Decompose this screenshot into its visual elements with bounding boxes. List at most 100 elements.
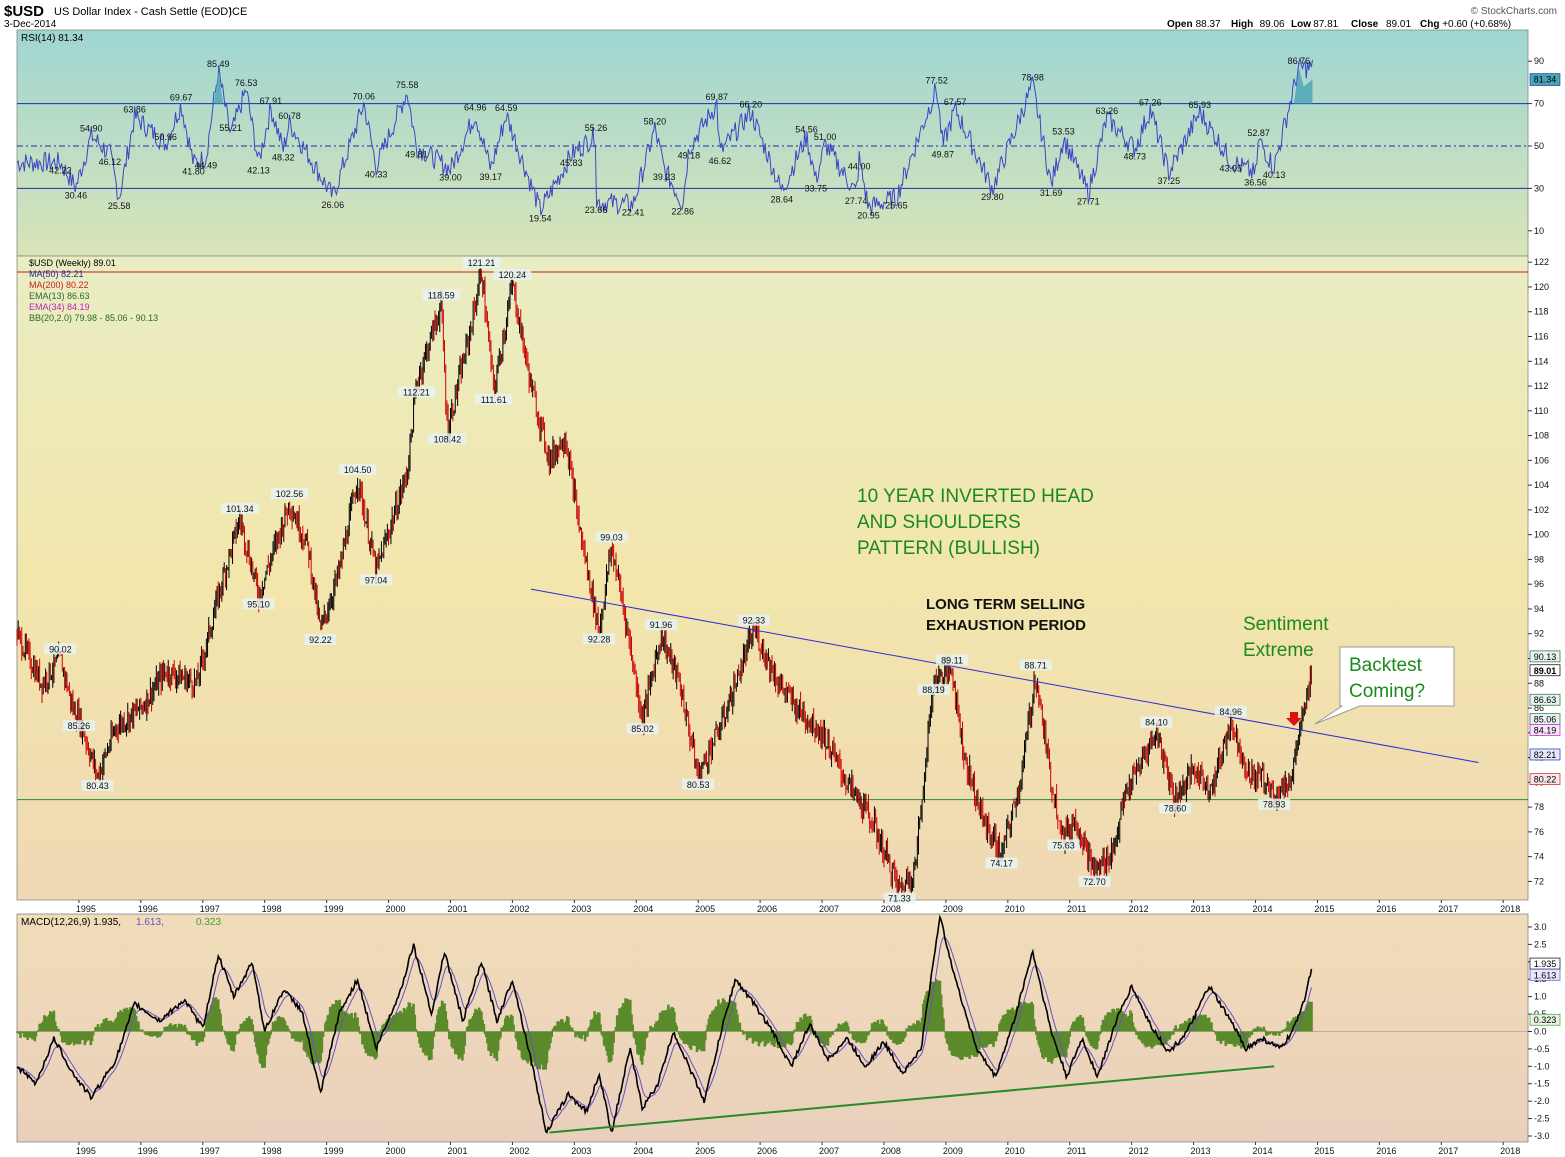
price-axis-tag <box>1529 664 1561 677</box>
price-data-label: 74.17 <box>990 859 1013 869</box>
macd-histogram-bar <box>1081 1017 1085 1032</box>
price-y-tick-label: 122 <box>1534 257 1549 267</box>
price-label-bg <box>81 780 114 792</box>
rsi-data-label: 63.26 <box>1096 106 1119 116</box>
macd-histogram-bar <box>432 1031 436 1037</box>
macd-histogram-bar <box>1211 1029 1214 1032</box>
rsi-data-label: 42.13 <box>247 166 270 176</box>
price-y-tick-label: 110 <box>1534 406 1548 416</box>
brand-text: © StockCharts.com <box>1471 6 1557 17</box>
macd-histogram-bar <box>378 1031 382 1036</box>
ohlc-value: 89.06 <box>1260 19 1285 30</box>
rsi-current-tag <box>1529 73 1561 86</box>
price-x-tick-label: 2001 <box>447 904 467 914</box>
price-label-bg <box>493 268 532 280</box>
macd-histogram-bar <box>550 1031 554 1037</box>
macd-histogram-bar <box>237 1031 240 1034</box>
macd-histogram-bar <box>1281 1029 1285 1032</box>
macd-histogram-bar <box>357 1026 361 1032</box>
macd-histogram-bar <box>446 1029 450 1032</box>
macd-x-tick-label: 1995 <box>76 1146 96 1156</box>
price-panel <box>16 255 1529 901</box>
macd-axis-tag <box>1529 968 1561 981</box>
macd-legend-item: MACD(12,26,9) 1.935, <box>21 917 121 928</box>
price-data-label: 91.96 <box>650 620 673 630</box>
macd-histogram-bar <box>643 1031 646 1051</box>
rsi-data-label: 67.26 <box>1139 97 1162 107</box>
price-y-tick-label: 92 <box>1534 629 1544 639</box>
macd-series: MACD(12,26,9) 1.935, 1.613, 0.323 <box>15 914 1528 1134</box>
rsi-data-label: 85.49 <box>207 59 230 69</box>
macd-axis-tag-label: 1.613 <box>1534 970 1557 980</box>
price-axis-tag-label: 85.06 <box>1534 715 1557 725</box>
rsi-panel <box>16 29 1529 257</box>
rsi-data-label: 50.96 <box>154 132 177 142</box>
macd-x-tick-label: 2012 <box>1129 1146 1149 1156</box>
price-label-bg <box>428 433 467 445</box>
price-data-label: 92.33 <box>743 616 766 626</box>
macd-histogram-bar <box>184 1028 188 1032</box>
rsi-data-label: 67.91 <box>260 96 283 106</box>
price-x-tick-label: 2014 <box>1252 904 1272 914</box>
macd-y-tick-label: 3.0 <box>1534 922 1547 932</box>
macd-histogram-bar <box>220 1025 224 1032</box>
price-data-label: 75.63 <box>1052 840 1075 850</box>
macd-histogram-bar <box>1278 1031 1281 1036</box>
rsi-y-tick-label: 90 <box>1534 56 1544 66</box>
macd-histogram-bar <box>1033 1026 1037 1032</box>
macd-histogram-bar <box>1263 1029 1267 1032</box>
price-data-label: 78.93 <box>1263 800 1286 810</box>
price-data-label: 72.70 <box>1083 877 1106 887</box>
rsi-data-label: 40.33 <box>365 170 388 180</box>
macd-histogram-bar <box>1245 1031 1249 1042</box>
macd-histogram-bar <box>567 1017 570 1032</box>
macd-histogram-bar <box>183 1024 187 1032</box>
price-x-tick-label: 2008 <box>881 904 901 914</box>
price-axis-tag <box>1529 748 1561 761</box>
macd-histogram-bar <box>631 1024 634 1032</box>
macd-histogram-bar <box>287 1028 290 1032</box>
macd-histogram-bar <box>320 1031 324 1053</box>
rsi-data-label: 31.69 <box>1040 188 1063 198</box>
price-label-bg <box>304 634 337 646</box>
price-legend-item: EMA(13) 86.63 <box>29 291 90 301</box>
macd-histogram-bar <box>202 1031 206 1038</box>
macd-histogram-bar <box>1269 1031 1273 1033</box>
ohlc-label: Open <box>1167 19 1193 30</box>
price-y-tick-label: 106 <box>1534 455 1549 465</box>
price-data-label: 88.71 <box>1024 660 1047 670</box>
macd-histogram-bar <box>583 1031 587 1042</box>
macd-trendline <box>549 1065 1275 1134</box>
rsi-data-label: 78.98 <box>1021 73 1044 83</box>
macd-histogram-bar <box>1286 1021 1289 1032</box>
macd-histogram-bar <box>496 1031 500 1051</box>
price-label-bg <box>338 463 377 475</box>
macd-histogram-bar <box>1031 1004 1035 1032</box>
price-label-bg <box>1214 705 1247 717</box>
macd-histogram-bar <box>140 1029 144 1032</box>
macd-line <box>16 914 1313 1134</box>
price-data-label: 111.61 <box>481 395 507 405</box>
macd-histogram-bar <box>611 1031 614 1056</box>
rsi-data-label: 51.00 <box>814 132 837 142</box>
macd-histogram-bar <box>1068 1031 1072 1037</box>
rsi-data-label: 65.93 <box>1189 100 1212 110</box>
price-x-tick-label: 2010 <box>1005 904 1025 914</box>
rsi-data-label: 39.00 <box>439 172 462 182</box>
ohlc-value: 87.81 <box>1313 19 1338 30</box>
macd-x-tick-label: 1999 <box>324 1146 344 1156</box>
axes: 103050709081.347274767880828486889092949… <box>76 56 1561 1156</box>
macd-panel <box>16 913 1529 1143</box>
macd-histogram-bar <box>831 1031 835 1035</box>
price-y-tick-label: 100 <box>1534 530 1549 540</box>
price-legend-item: MA(50) 82.21 <box>29 269 84 279</box>
price-y-tick-label: 86 <box>1534 703 1544 713</box>
annotation-hs-pattern: 10 YEAR INVERTED HEAD <box>857 486 1094 507</box>
annotation-backtest: Coming? <box>1349 681 1425 702</box>
price-y-tick-label: 114 <box>1534 356 1548 366</box>
macd-histogram-bar <box>792 1031 795 1034</box>
rsi-data-label: 86.76 <box>1288 56 1311 66</box>
price-y-tick-label: 102 <box>1534 505 1549 515</box>
macd-histogram-bar <box>571 1029 575 1032</box>
rsi-y-tick-label: 10 <box>1534 226 1544 236</box>
